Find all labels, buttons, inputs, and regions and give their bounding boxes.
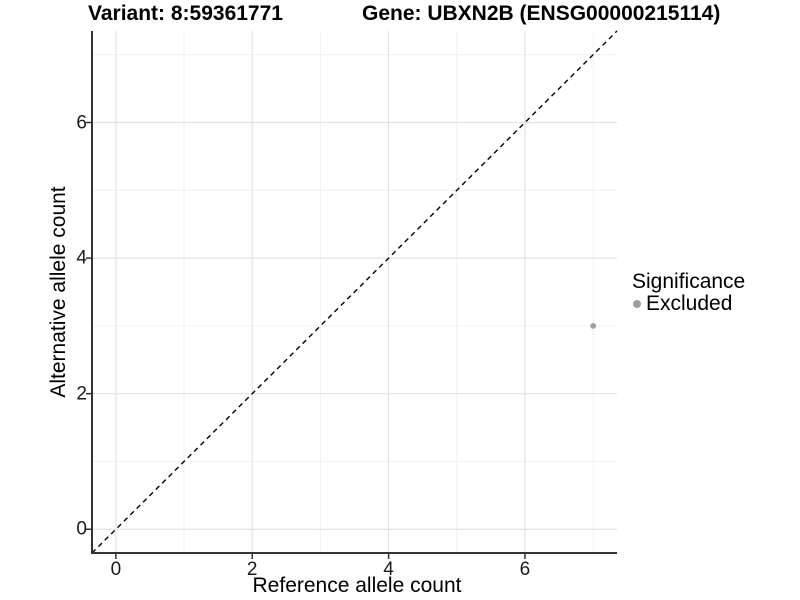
plot-title-gene: Gene: UBXN2B (ENSG00000215114) [362,2,721,25]
x-tick-label: 6 [519,559,531,580]
y-tick-label: 2 [76,383,87,405]
plot-title-variant: Variant: 8:59361771 [88,2,283,25]
y-axis-title: Alternative allele count [47,186,70,398]
x-axis-title: Reference allele count [252,574,462,597]
legend-entry: Excluded [632,293,797,315]
legend-entry-label: Excluded [646,292,733,315]
legend: Significance Excluded [632,271,797,315]
data-point [590,322,597,329]
y-tick-label: 0 [76,518,87,540]
x-tick-label: 0 [110,559,122,580]
legend-key-dot-icon [633,300,641,308]
x-tick-label: 4 [383,559,394,580]
y-tick-label: 4 [76,247,87,269]
identity-line [91,30,618,554]
legend-title: Significance [632,270,746,293]
y-tick-label: 6 [76,112,87,134]
x-tick-label: 2 [246,559,258,580]
